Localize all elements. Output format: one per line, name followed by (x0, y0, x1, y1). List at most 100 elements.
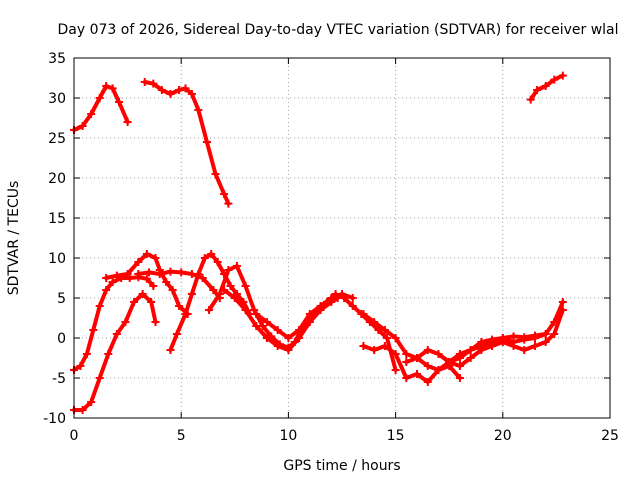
data-point (445, 358, 454, 366)
data-point (520, 346, 529, 354)
data-point (162, 278, 171, 286)
data-point (383, 334, 392, 342)
data-point (305, 310, 314, 318)
data-point (402, 350, 411, 358)
data-point (262, 318, 271, 326)
data-point (95, 94, 104, 102)
x-tick-label: 25 (601, 428, 619, 444)
data-point (181, 84, 190, 93)
series-arc-h (254, 292, 355, 340)
data-point (121, 318, 130, 326)
data-point (295, 334, 304, 342)
data-point (423, 362, 432, 370)
data-point (166, 90, 175, 98)
data-point (102, 274, 111, 282)
data-point (477, 346, 486, 354)
x-tick-label: 20 (494, 428, 512, 444)
tick-marks (73, 57, 611, 419)
data-point (166, 267, 175, 276)
data-point (391, 366, 400, 374)
data-point (220, 190, 229, 198)
data-point (359, 342, 368, 350)
data-point (509, 342, 518, 350)
data-point (134, 270, 143, 278)
data-point (123, 118, 132, 126)
data-point (140, 78, 149, 86)
y-tick-label: 30 (48, 91, 66, 107)
data-point (108, 278, 117, 286)
data-point (149, 282, 158, 290)
data-point (391, 350, 400, 358)
data-point (82, 350, 91, 358)
x-tick-label: 5 (177, 428, 186, 444)
data-point (215, 290, 224, 298)
data-point (423, 378, 432, 386)
series-arc-high-mid (142, 80, 231, 206)
data-point (102, 286, 111, 294)
data-point (295, 326, 304, 334)
data-point (166, 346, 175, 354)
data-point (95, 302, 104, 310)
data-point (87, 110, 96, 118)
data-point (194, 270, 203, 278)
data-point (455, 362, 464, 370)
data-point (305, 318, 314, 326)
plot-frame (73, 57, 611, 419)
x-tick-label: 10 (279, 428, 297, 444)
data-point (115, 98, 124, 106)
data-point (434, 366, 443, 374)
data-point (455, 374, 464, 382)
data-point (541, 338, 550, 346)
data-point (138, 290, 147, 298)
data-point (149, 79, 158, 88)
data-point (262, 334, 271, 342)
data-point (488, 342, 497, 350)
data-point (209, 286, 218, 294)
y-tick-label: 20 (48, 171, 66, 187)
data-point (151, 254, 160, 262)
data-point (455, 350, 464, 358)
data-point (78, 122, 87, 130)
data-point (284, 346, 293, 354)
data-point (466, 354, 475, 362)
series-arc-g (222, 288, 340, 352)
data-point (252, 322, 261, 330)
data-point (327, 294, 336, 302)
data-point (530, 342, 539, 350)
data-point (95, 374, 104, 382)
data-point (198, 274, 207, 282)
data-point (181, 310, 190, 318)
data-point (541, 82, 550, 90)
data-point (434, 350, 443, 358)
data-point (112, 271, 121, 280)
data-point (104, 350, 113, 358)
y-tick-label: 0 (57, 331, 66, 347)
data-point (187, 290, 196, 298)
data-point (224, 266, 233, 274)
data-point (89, 326, 98, 334)
data-point (241, 282, 250, 290)
data-point (130, 298, 139, 306)
data-point (147, 298, 156, 306)
data-point (252, 310, 261, 318)
data-point (142, 250, 151, 258)
series-arc-k (404, 300, 565, 372)
data-point (273, 342, 282, 350)
y-axis-label: SDTVAR / TECUs (6, 181, 22, 296)
data-point (205, 306, 214, 314)
data-point (232, 262, 241, 270)
data-point (177, 268, 186, 277)
data-point (558, 71, 567, 80)
data-point (541, 330, 550, 338)
data-point (380, 342, 389, 350)
data-point (402, 374, 411, 382)
data-point (168, 286, 177, 294)
data-point (316, 302, 325, 310)
data-point (348, 302, 357, 310)
data-point (142, 274, 151, 283)
data-point (402, 358, 411, 366)
data-point (187, 90, 196, 98)
data-point (391, 334, 400, 342)
data-point (380, 326, 389, 334)
data-point (207, 250, 216, 258)
